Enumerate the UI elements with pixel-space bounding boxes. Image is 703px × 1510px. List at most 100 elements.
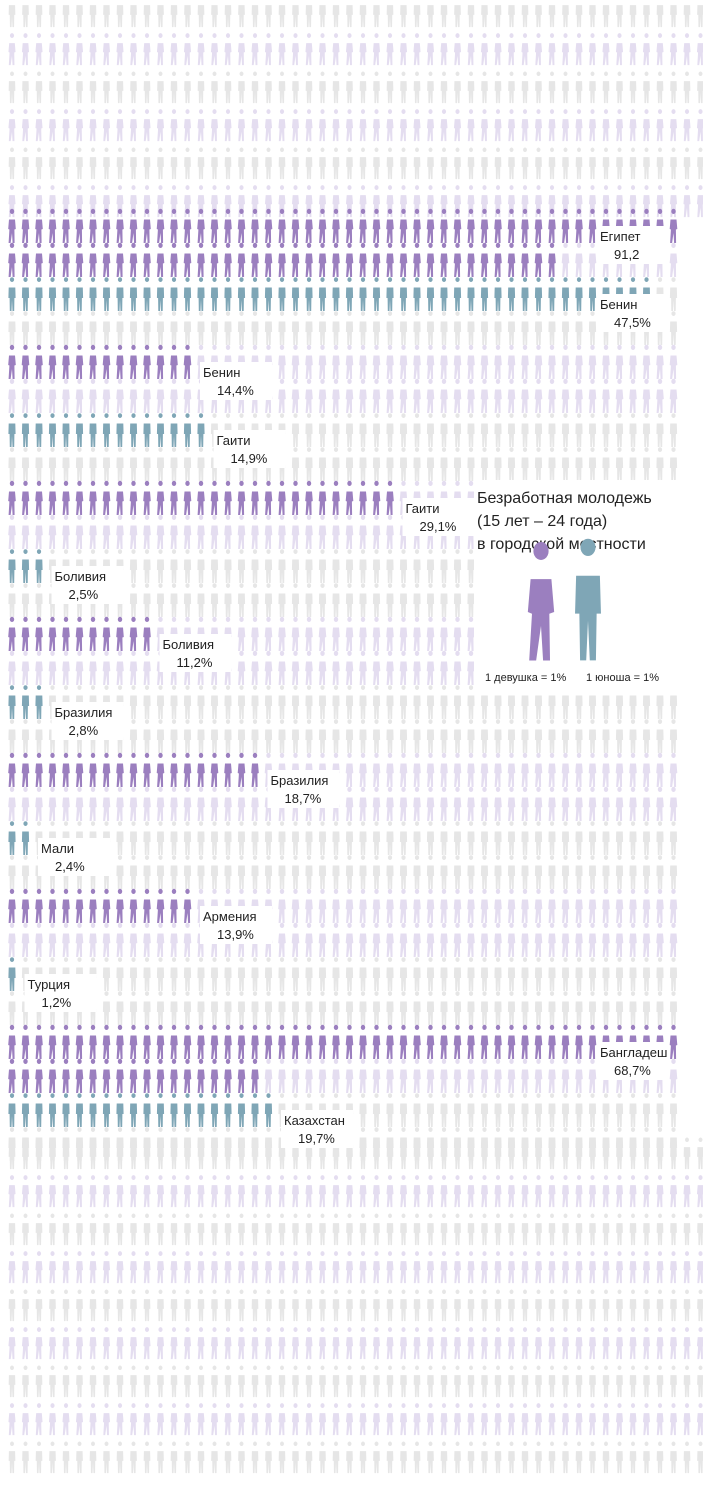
empty-figure xyxy=(561,786,570,821)
unemployed-figure xyxy=(156,277,165,311)
background-figure xyxy=(400,1213,407,1246)
empty-figure xyxy=(359,616,367,651)
background-figure xyxy=(683,1365,691,1398)
background-figure xyxy=(332,185,340,218)
empty-figure xyxy=(561,311,570,345)
empty-figure xyxy=(629,447,637,481)
unemployed-figure xyxy=(116,752,124,787)
empty-figure xyxy=(548,821,556,855)
empty-figure xyxy=(413,413,421,447)
empty-figure xyxy=(440,957,448,991)
unemployed-figure xyxy=(102,413,111,447)
background-figure xyxy=(305,1403,313,1436)
unemployed-figure xyxy=(35,1093,43,1127)
empty-figure xyxy=(102,957,111,991)
unemployed-figure xyxy=(48,344,57,379)
empty-figure xyxy=(426,1058,435,1093)
empty-figure xyxy=(359,786,367,821)
empty-figure xyxy=(426,957,435,991)
background-figure xyxy=(670,0,677,28)
background-figure xyxy=(386,1327,394,1360)
empty-figure xyxy=(89,1127,97,1161)
empty-figure xyxy=(183,786,192,821)
unemployed-figure xyxy=(8,752,16,787)
empty-figure xyxy=(494,378,502,413)
empty-figure xyxy=(21,922,30,957)
background-figure xyxy=(318,109,327,142)
unemployed-figure xyxy=(494,208,502,243)
empty-figure xyxy=(467,413,475,447)
background-figure xyxy=(453,1251,462,1284)
background-figure xyxy=(481,1137,488,1170)
empty-figure xyxy=(332,957,340,991)
background-figure xyxy=(278,147,286,180)
unemployed-figure xyxy=(143,208,151,243)
empty-figure xyxy=(116,855,124,889)
unemployed-figure xyxy=(21,480,30,515)
empty-figure xyxy=(615,855,624,889)
empty-figure xyxy=(629,685,637,719)
empty-figure xyxy=(345,991,354,1025)
empty-figure xyxy=(210,719,219,753)
unemployed-figure xyxy=(224,242,232,277)
background-figure xyxy=(197,1327,205,1360)
background-figure xyxy=(642,1403,651,1436)
unemployed-figure xyxy=(372,208,381,243)
background-figure xyxy=(575,71,583,104)
unemployed-figure xyxy=(21,1093,30,1127)
empty-figure xyxy=(345,311,354,345)
empty-figure xyxy=(602,1093,610,1127)
background-figure xyxy=(116,1213,124,1246)
empty-figure xyxy=(359,855,367,889)
empty-figure xyxy=(399,957,408,991)
empty-figure xyxy=(305,991,313,1025)
empty-figure xyxy=(615,752,624,787)
empty-figure xyxy=(143,549,151,583)
background-figure xyxy=(184,1441,191,1474)
background-figure xyxy=(440,1365,448,1398)
unemployed-figure xyxy=(426,277,435,311)
empty-figure xyxy=(251,311,259,345)
empty-figure xyxy=(669,242,678,277)
empty-figure xyxy=(278,888,286,923)
empty-figure xyxy=(507,991,516,1025)
empty-figure xyxy=(386,1058,394,1093)
background-figure xyxy=(143,0,151,28)
background-figure xyxy=(8,147,16,180)
unemployed-figure xyxy=(116,208,124,243)
empty-figure xyxy=(291,549,300,583)
empty-figure xyxy=(345,378,354,413)
unemployed-figure xyxy=(8,1058,16,1093)
background-figure xyxy=(224,1289,232,1322)
empty-figure xyxy=(170,447,178,481)
empty-figure xyxy=(8,311,16,345)
empty-figure xyxy=(575,378,583,413)
background-figure xyxy=(697,1213,703,1246)
unemployed-figure xyxy=(35,480,43,515)
empty-figure xyxy=(588,447,597,481)
background-figure xyxy=(467,1403,475,1436)
unemployed-figure xyxy=(575,208,583,243)
unemployed-figure xyxy=(116,616,124,651)
series-country-label: Боливия xyxy=(163,637,215,652)
empty-figure xyxy=(291,685,300,719)
empty-figure xyxy=(413,447,421,481)
unemployed-figure xyxy=(156,344,165,379)
background-figure xyxy=(670,1441,677,1474)
unemployed-figure xyxy=(156,752,165,787)
empty-figure xyxy=(332,413,340,447)
unemployed-figure xyxy=(102,277,111,311)
empty-figure xyxy=(399,685,408,719)
empty-figure xyxy=(372,413,381,447)
background-figure xyxy=(521,33,529,66)
empty-figure xyxy=(318,1058,327,1093)
empty-figure xyxy=(575,821,583,855)
background-figure xyxy=(508,1213,515,1246)
background-figure xyxy=(35,109,43,142)
background-figure xyxy=(616,147,623,180)
unemployed-figure xyxy=(62,208,70,243)
background-figure xyxy=(157,1213,164,1246)
empty-figure xyxy=(345,786,354,821)
empty-figure xyxy=(386,378,394,413)
background-figure xyxy=(157,1137,164,1170)
